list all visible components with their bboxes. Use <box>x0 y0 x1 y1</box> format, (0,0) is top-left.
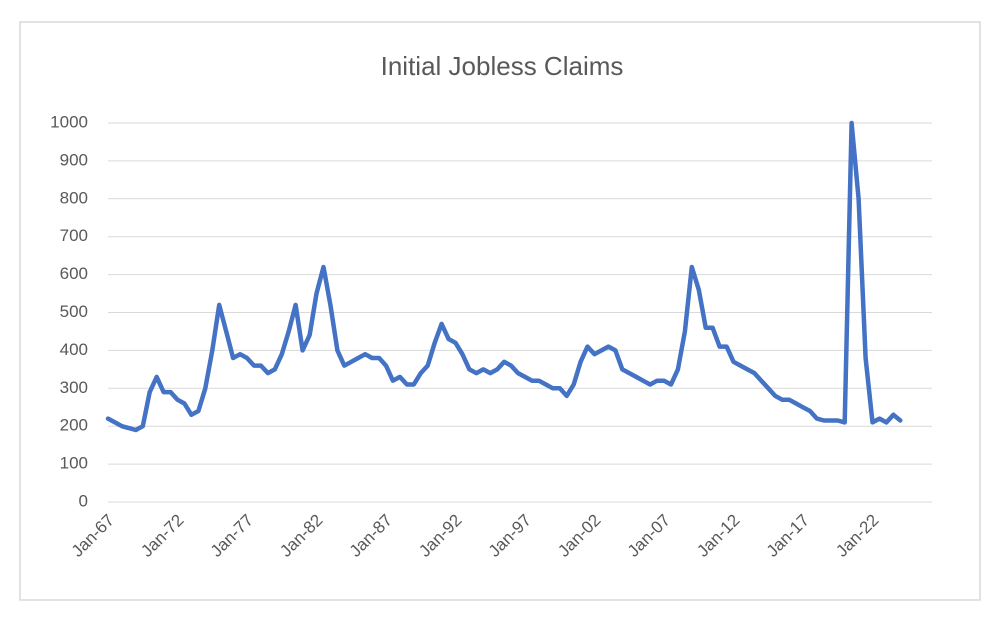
chart-frame <box>19 21 981 601</box>
data-line <box>105 120 903 433</box>
y-tick-label: 600 <box>60 264 88 283</box>
y-tick-label: 200 <box>60 416 88 435</box>
y-tick-label: 0 <box>79 491 88 510</box>
y-tick-label: 700 <box>60 226 88 245</box>
y-tick-label: 900 <box>60 150 88 169</box>
y-tick-label: 300 <box>60 378 88 397</box>
y-tick-label: 1000 <box>50 112 88 131</box>
y-tick-label: 100 <box>60 454 88 473</box>
y-tick-label: 500 <box>60 302 88 321</box>
y-tick-label: 800 <box>60 188 88 207</box>
chart-title: Initial Jobless Claims <box>381 51 624 81</box>
y-tick-label: 400 <box>60 340 88 359</box>
